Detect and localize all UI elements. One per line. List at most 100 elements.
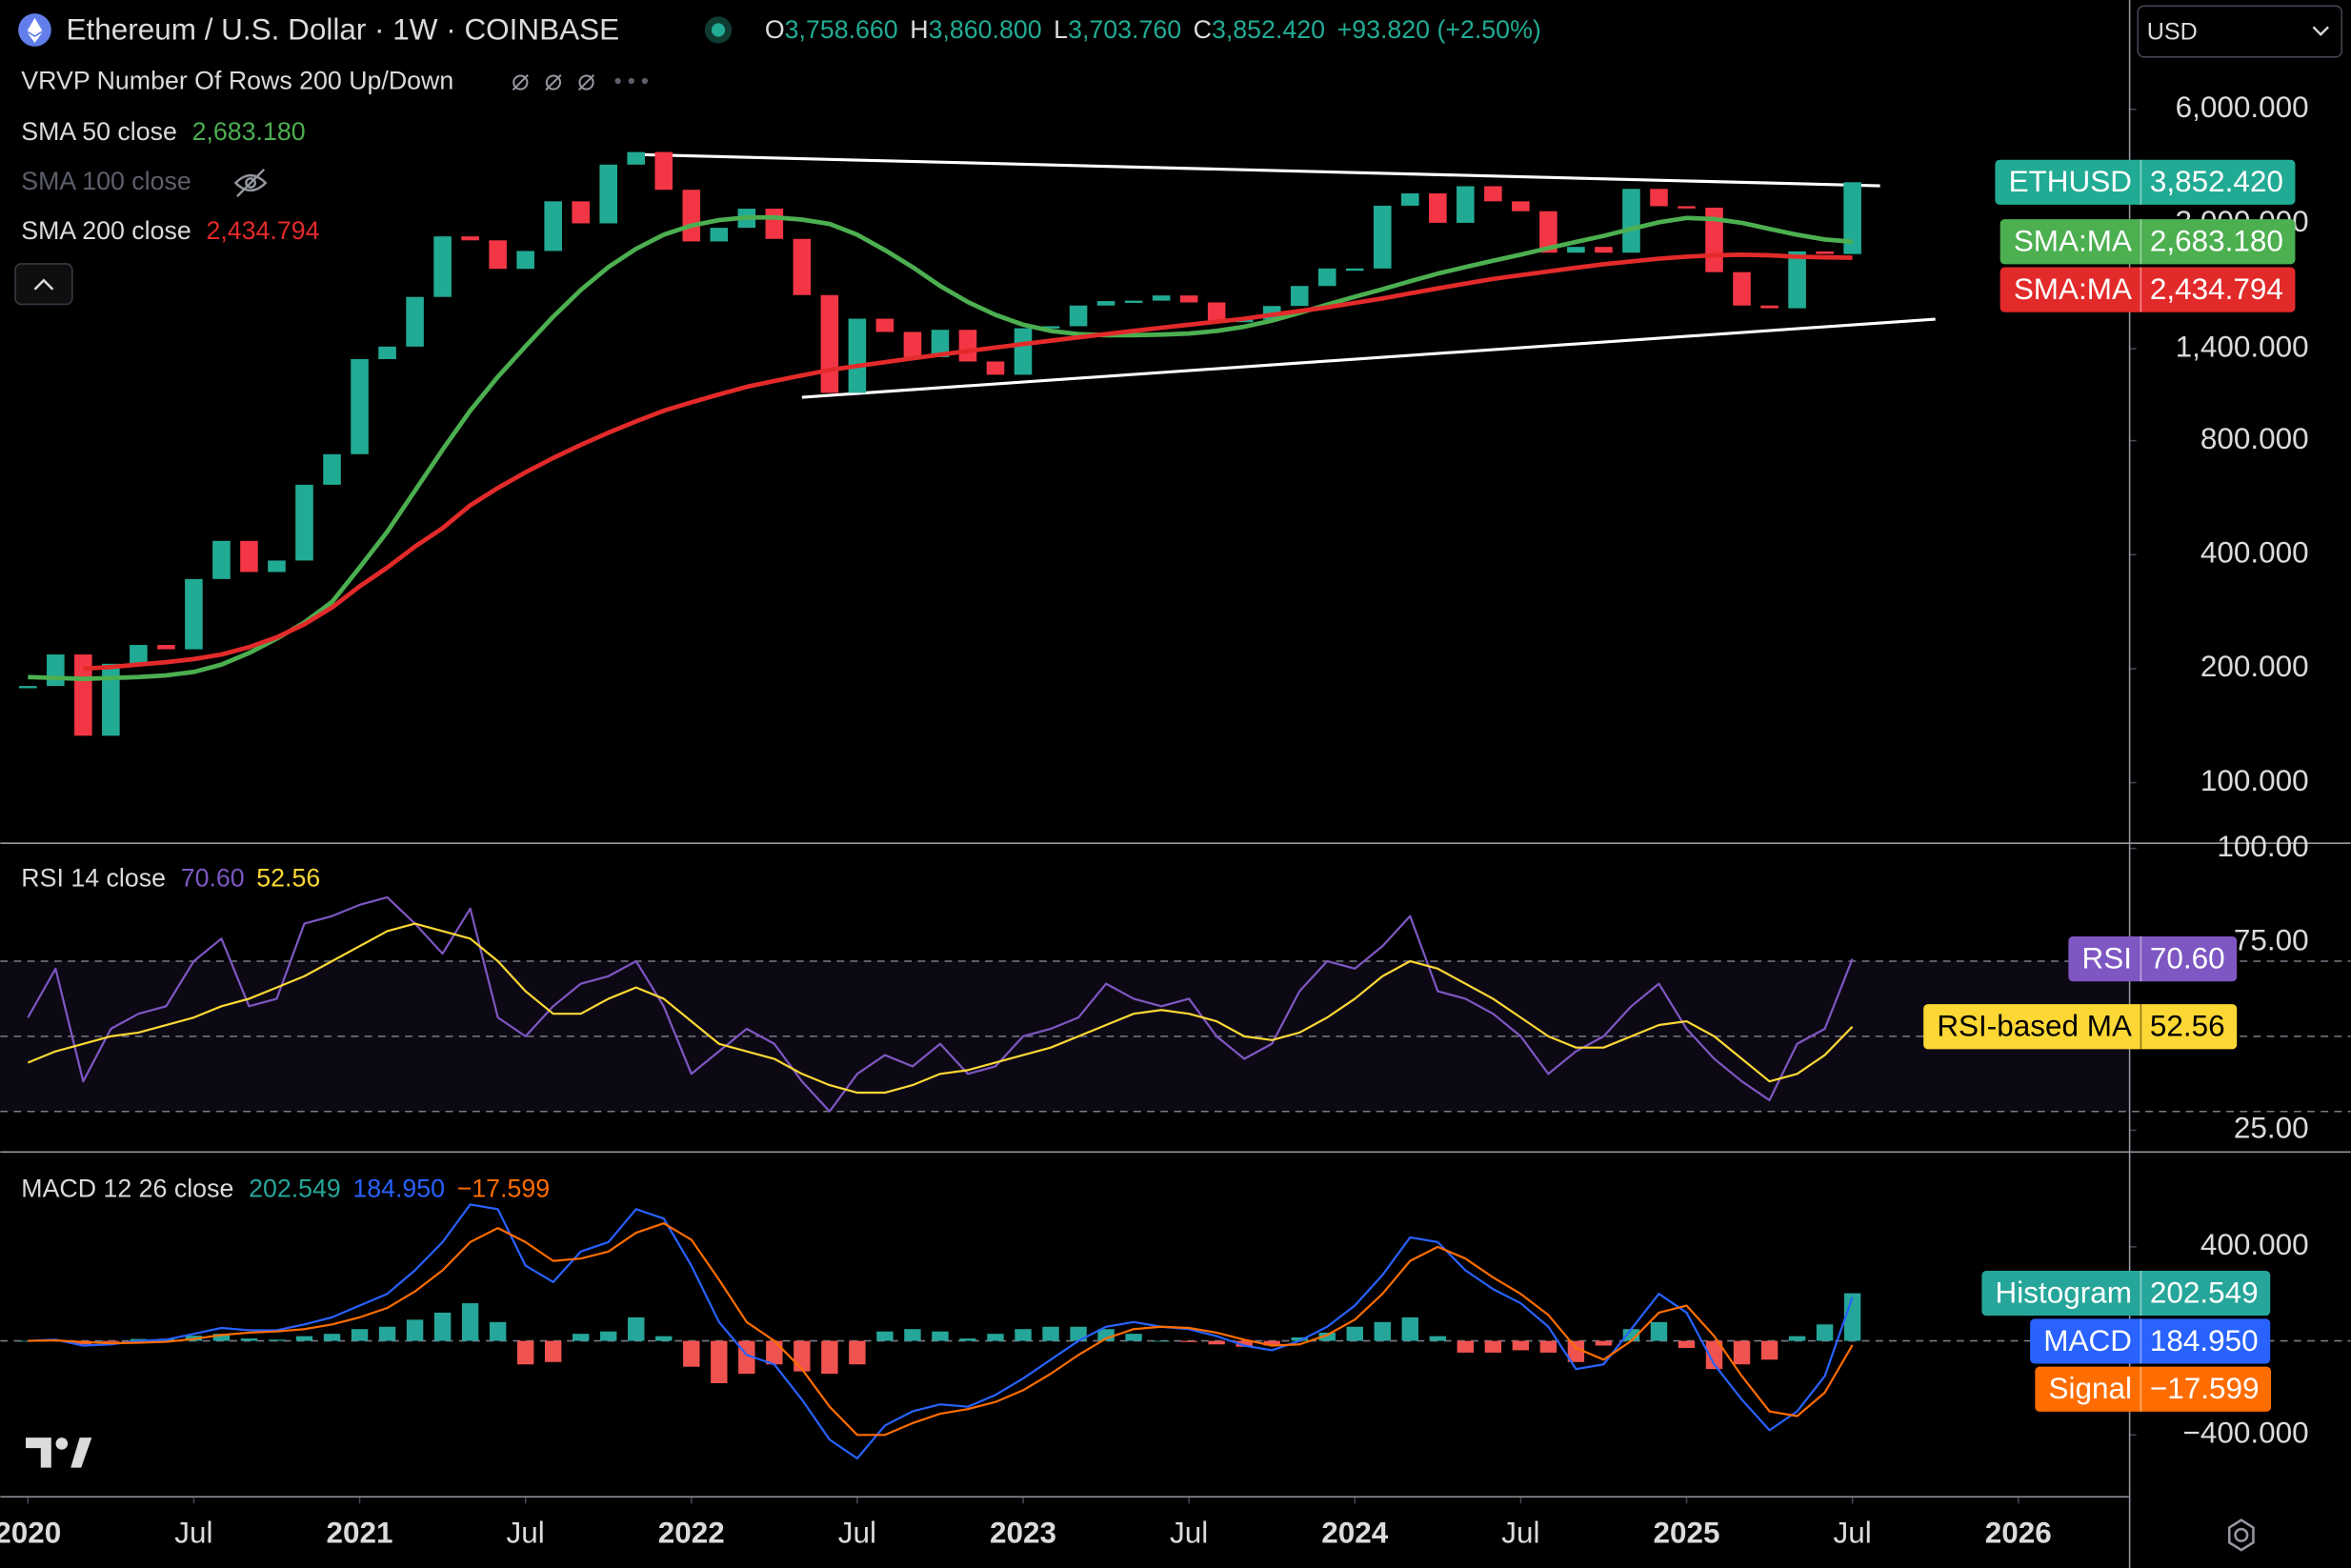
histogram-bar [1180, 1340, 1197, 1342]
candle [765, 209, 784, 239]
candle [1760, 305, 1778, 309]
tag-name: MACD [2043, 1324, 2132, 1357]
candle [1345, 268, 1364, 271]
candle [102, 663, 120, 736]
x-tick-label: Jul [1170, 1517, 1208, 1550]
rsi-legend: RSI 14 close 70.60 52.56 [21, 864, 320, 893]
candle [820, 294, 839, 393]
histogram-bar [600, 1331, 617, 1341]
histogram-bar [1318, 1332, 1336, 1341]
candle [1512, 201, 1530, 211]
candle [461, 236, 479, 241]
x-tick-label: 2021 [327, 1517, 393, 1550]
candle [268, 560, 286, 573]
settings-gear[interactable] [2227, 1518, 2255, 1552]
x-tick-label: Jul [507, 1517, 545, 1550]
price-tag: MACD 184.950 [2030, 1318, 2271, 1364]
candle [1733, 271, 1751, 306]
series-line [27, 895, 1854, 1113]
candle [1816, 251, 1834, 254]
legend-value: 70.60 [181, 864, 245, 893]
ohlc-key: L [1054, 15, 1068, 44]
tag-name: RSI-based MA [1937, 1010, 2132, 1043]
y-tick-label: 400.000 [2200, 536, 2309, 570]
candle [212, 540, 231, 579]
price-tag: Signal −17.599 [2035, 1366, 2272, 1412]
pane [0, 1203, 2351, 1460]
trendline [801, 317, 1936, 399]
histogram-bar [1346, 1326, 1363, 1341]
ohlc-key: H [910, 15, 928, 44]
candle [1788, 251, 1806, 309]
histogram-bar [1429, 1336, 1447, 1341]
candle [1678, 206, 1696, 209]
candle [1595, 247, 1613, 253]
candle [1152, 295, 1171, 301]
histogram-bar [1760, 1340, 1778, 1360]
tag-box [2030, 1318, 2271, 1364]
tag-value: 3,852.420 [2150, 165, 2283, 198]
histogram-bar [655, 1336, 673, 1341]
tag-name: Signal [2048, 1372, 2131, 1405]
overlay-legend: VRVP Number Of Rows 200 Up/Down [21, 67, 453, 95]
overlay-more[interactable] [614, 77, 649, 85]
candle [323, 453, 341, 485]
y-tick-label: 6,000.000 [2176, 90, 2309, 124]
pane [0, 847, 2351, 1132]
legend-value: −17.599 [457, 1175, 550, 1203]
x-tick-label: 2020 [0, 1517, 61, 1550]
candle [627, 151, 646, 165]
candle [19, 686, 37, 689]
candle [875, 318, 894, 332]
histogram-bar [295, 1336, 313, 1341]
candle [654, 151, 673, 191]
overlay-icons [512, 73, 595, 91]
price-tag: RSI-based MA 52.56 [1923, 1004, 2238, 1050]
candle [682, 190, 701, 242]
currency-dropdown[interactable] [2137, 5, 2343, 58]
market-status [711, 23, 726, 37]
histogram-bar [1705, 1340, 1723, 1370]
candle [1290, 286, 1309, 307]
candle [1622, 189, 1640, 253]
candle [1207, 302, 1226, 323]
candle [406, 296, 424, 347]
y-tick-label: 100.000 [2200, 764, 2309, 797]
tag-box [1981, 1270, 2271, 1317]
tag-box [2068, 936, 2238, 982]
histogram-bar [1816, 1324, 1834, 1341]
candle [599, 164, 618, 224]
dropdown-chevron [2312, 26, 2329, 36]
x-tick-label: Jul [1834, 1517, 1872, 1550]
plot-layers [0, 109, 2351, 1460]
histogram-bar [1733, 1340, 1751, 1365]
ohlc-value: 3,860.800 [929, 15, 1042, 44]
candle [1373, 205, 1392, 269]
histogram-bar [240, 1338, 258, 1341]
histogram-bar [1374, 1321, 1391, 1341]
histogram-bar [1208, 1340, 1225, 1345]
histogram-bar [1512, 1340, 1530, 1351]
histogram-bar [711, 1340, 728, 1383]
x-tick-label: 2026 [1985, 1517, 2052, 1550]
histogram-bar [323, 1334, 341, 1341]
tag-name: SMA:MA [2014, 225, 2132, 258]
candle [1124, 300, 1143, 303]
histogram-bar [1650, 1321, 1668, 1341]
histogram-bar [876, 1331, 894, 1341]
histogram-bar [1484, 1340, 1502, 1353]
histogram-bar [433, 1312, 452, 1341]
candle [903, 332, 922, 357]
candle [157, 645, 175, 650]
y-tick-label: 400.000 [2200, 1228, 2309, 1261]
legend-value: 184.950 [352, 1175, 445, 1203]
candle [1429, 193, 1447, 223]
collapse-button[interactable] [14, 263, 73, 306]
hidden-eye-icon[interactable] [233, 168, 268, 197]
tag-value: 70.60 [2150, 942, 2225, 975]
candle [1457, 186, 1475, 223]
candle [295, 484, 313, 561]
x-tick-label: 2024 [1321, 1517, 1389, 1550]
y-tick-label: 100.00 [2217, 830, 2308, 863]
